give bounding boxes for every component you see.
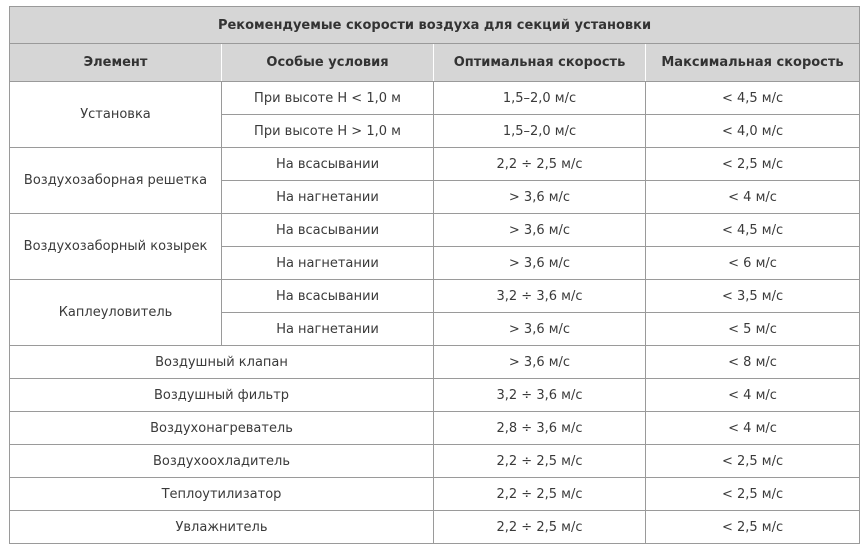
- optimal-speed-cell: > 3,6 м/с: [433, 345, 646, 379]
- condition-cell: На нагнетании: [221, 312, 434, 346]
- max-speed-cell: < 4,5 м/с: [644, 81, 861, 115]
- optimal-speed-cell: > 3,6 м/с: [433, 213, 646, 247]
- max-speed-cell: < 2,5 м/с: [644, 510, 861, 544]
- element-cell: Воздухоохладитель: [9, 444, 434, 478]
- table-row: Каплеуловитель На всасывании 3,2 ÷ 3,6 м…: [9, 279, 861, 346]
- element-cell: Установка: [9, 81, 222, 148]
- element-cell: Воздушный клапан: [9, 345, 434, 379]
- max-speed-cell: < 4,0 м/с: [644, 114, 861, 148]
- max-speed-cell: < 4 м/с: [644, 378, 861, 412]
- optimal-speed-cell: 2,2 ÷ 2,5 м/с: [433, 147, 646, 181]
- optimal-speed-cell: 2,2 ÷ 2,5 м/с: [433, 477, 646, 511]
- optimal-speed-cell: 3,2 ÷ 3,6 м/с: [433, 279, 646, 313]
- max-speed-cell: < 4 м/с: [644, 411, 861, 445]
- condition-cell: На нагнетании: [221, 246, 434, 280]
- optimal-speed-cell: > 3,6 м/с: [433, 246, 646, 280]
- column-header-conditions: Особые условия: [221, 43, 434, 82]
- max-speed-cell: < 3,5 м/с: [644, 279, 861, 313]
- table-header-row: Элемент Особые условия Оптимальная скоро…: [9, 43, 861, 82]
- element-cell: Каплеуловитель: [9, 279, 222, 346]
- table-row: Теплоутилизатор 2,2 ÷ 2,5 м/с < 2,5 м/с: [9, 477, 861, 511]
- table-row: Воздухоохладитель 2,2 ÷ 2,5 м/с < 2,5 м/…: [9, 444, 861, 478]
- column-header-element: Элемент: [9, 43, 222, 82]
- element-cell: Воздушный фильтр: [9, 378, 434, 412]
- air-velocity-table: Рекомендуемые скорости воздуха для секци…: [8, 6, 861, 544]
- condition-cell: На нагнетании: [221, 180, 434, 214]
- max-speed-cell: < 2,5 м/с: [644, 444, 861, 478]
- table-row: Воздухозаборная решетка На всасывании 2,…: [9, 147, 861, 214]
- optimal-speed-cell: 3,2 ÷ 3,6 м/с: [433, 378, 646, 412]
- condition-cell: При высоте H > 1,0 м: [221, 114, 434, 148]
- table-title: Рекомендуемые скорости воздуха для секци…: [8, 6, 861, 44]
- element-cell: Воздухозаборная решетка: [9, 147, 222, 214]
- max-speed-cell: < 2,5 м/с: [644, 477, 861, 511]
- condition-cell: На всасывании: [221, 213, 434, 247]
- optimal-speed-cell: 1,5–2,0 м/с: [433, 81, 646, 115]
- max-speed-cell: < 4,5 м/с: [644, 213, 861, 247]
- table-row: Воздушный клапан > 3,6 м/с < 8 м/с: [9, 345, 861, 379]
- condition-cell: На всасывании: [221, 279, 434, 313]
- max-speed-cell: < 8 м/с: [644, 345, 861, 379]
- condition-cell: На всасывании: [221, 147, 434, 181]
- max-speed-cell: < 4 м/с: [644, 180, 861, 214]
- table-row: Установка При высоте H < 1,0 м 1,5–2,0 м…: [9, 81, 861, 148]
- optimal-speed-cell: 2,8 ÷ 3,6 м/с: [433, 411, 646, 445]
- table-row: При высоте H > 1,0 м 1,5–2,0 м/с < 4,0 м…: [10, 114, 861, 148]
- table-title-row: Рекомендуемые скорости воздуха для секци…: [8, 6, 861, 44]
- condition-cell: При высоте H < 1,0 м: [221, 81, 434, 115]
- element-cell: Теплоутилизатор: [9, 477, 434, 511]
- table-row: На нагнетании > 3,6 м/с < 4 м/с: [10, 180, 861, 214]
- table-row: Воздушный фильтр 3,2 ÷ 3,6 м/с < 4 м/с: [9, 378, 861, 412]
- column-header-optimal-speed: Оптимальная скорость: [433, 43, 646, 82]
- element-cell: Воздухозаборный козырек: [9, 213, 222, 280]
- table-row: На нагнетании > 3,6 м/с < 6 м/с: [10, 246, 861, 280]
- max-speed-cell: < 6 м/с: [644, 246, 861, 280]
- table-row: На нагнетании > 3,6 м/с < 5 м/с: [10, 312, 861, 346]
- table-row: Воздухозаборный козырек На всасывании > …: [9, 213, 861, 280]
- element-cell: Воздухонагреватель: [9, 411, 434, 445]
- element-cell: Увлажнитель: [9, 510, 434, 544]
- max-speed-cell: < 5 м/с: [644, 312, 861, 346]
- max-speed-cell: < 2,5 м/с: [644, 147, 861, 181]
- table-row: Воздухонагреватель 2,8 ÷ 3,6 м/с < 4 м/с: [9, 411, 861, 445]
- optimal-speed-cell: 1,5–2,0 м/с: [433, 114, 646, 148]
- table-row: Увлажнитель 2,2 ÷ 2,5 м/с < 2,5 м/с: [9, 510, 861, 544]
- optimal-speed-cell: 2,2 ÷ 2,5 м/с: [433, 444, 646, 478]
- optimal-speed-cell: 2,2 ÷ 2,5 м/с: [433, 510, 646, 544]
- air-velocity-table-container: Рекомендуемые скорости воздуха для секци…: [8, 6, 861, 544]
- optimal-speed-cell: > 3,6 м/с: [433, 312, 646, 346]
- optimal-speed-cell: > 3,6 м/с: [433, 180, 646, 214]
- column-header-max-speed: Максимальная скорость: [644, 43, 861, 82]
